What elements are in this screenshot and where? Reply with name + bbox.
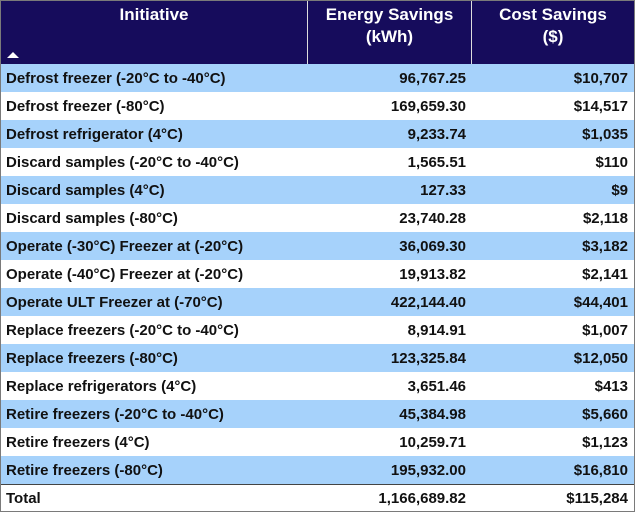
table-row: Retire freezers (4°C) 10,259.71 $1,123 — [1, 428, 634, 456]
initiative-cell: Discard samples (-80°C) — [6, 209, 178, 227]
cost-cell: $1,123 — [582, 433, 628, 451]
energy-cell: 45,384.98 — [399, 405, 466, 423]
table-row: Operate ULT Freezer at (-70°C) 422,144.40… — [1, 288, 634, 316]
energy-cell: 127.33 — [420, 181, 466, 199]
cost-cell: $3,182 — [582, 237, 628, 255]
initiative-cell: Discard samples (4°C) — [6, 181, 165, 199]
energy-cell: 169,659.30 — [390, 97, 466, 115]
energy-cell: 19,913.82 — [399, 265, 466, 283]
sort-indicator — [7, 52, 19, 58]
column-header[interactable]: Initiative — [1, 1, 308, 64]
column-header[interactable]: Cost Savings ($) — [499, 5, 607, 46]
initiative-cell: Operate ULT Freezer at (-70°C) — [6, 293, 223, 311]
table-row: Discard samples (-20°C to -40°C) 1,565.51… — [1, 148, 634, 176]
cost-cell: $1,035 — [582, 125, 628, 143]
energy-cell: 123,325.84 — [390, 349, 466, 367]
header-row: Initiative Energy Savings (kWh) Cost Sav… — [1, 1, 634, 64]
total-energy: 1,166,689.82 — [378, 490, 466, 507]
initiative-cell: Replace freezers (-20°C to -40°C) — [6, 321, 239, 339]
initiative-cell: Operate (-40°C) Freezer at (-20°C) — [6, 265, 244, 283]
cost-cell: $2,141 — [582, 265, 628, 283]
cost-cell: $5,660 — [582, 405, 628, 423]
cost-cell: $14,517 — [573, 97, 628, 115]
initiative-cell: Replace refrigerators (4°C) — [6, 377, 197, 395]
total-cost: $115,284 — [566, 490, 628, 507]
cost-cell: $44,401 — [573, 293, 628, 311]
initiative-cell: Operate (-30°C) Freezer at (-20°C) — [6, 237, 244, 255]
energy-cell: 3,651.46 — [407, 377, 466, 395]
energy-cell: 23,740.28 — [399, 209, 466, 227]
table-row: Retire freezers (-20°C to -40°C) 45,384.9… — [1, 400, 634, 428]
energy-cell: 9,233.74 — [407, 125, 466, 143]
initiative-cell: Defrost freezer (-20°C to -40°C) — [6, 69, 226, 87]
table-row: Defrost freezer (-80°C) 169,659.30 $14,517 — [1, 92, 634, 120]
initiative-cell: Retire freezers (-80°C) — [6, 461, 163, 479]
energy-cell: 422,144.40 — [390, 293, 466, 311]
total-row: Total 1,166,689.82 $115,284 — [1, 484, 634, 512]
cost-cell: $16,810 — [573, 461, 628, 479]
energy-cell: 195,932.00 — [390, 461, 466, 479]
table-row: Retire freezers (-80°C) 195,932.00 $16,810 — [1, 456, 634, 484]
initiative-cell: Retire freezers (-20°C to -40°C) — [6, 405, 224, 423]
cost-cell: $413 — [594, 377, 628, 395]
cost-cell: $1,007 — [582, 321, 628, 339]
table-body: Defrost freezer (-20°C to -40°C) 96,767.2… — [1, 64, 634, 484]
table-row: Operate (-30°C) Freezer at (-20°C) 36,069… — [1, 232, 634, 260]
column-header[interactable]: Energy Savings (kWh) — [308, 1, 472, 64]
table-row: Discard samples (4°C) 127.33 $9 — [1, 176, 634, 204]
table-row: Discard samples (-80°C) 23,740.28 $2,118 — [1, 204, 634, 232]
table-row: Replace freezers (-80°C) 123,325.84 $12,05… — [1, 344, 634, 372]
energy-cell: 96,767.25 — [399, 69, 466, 87]
energy-cell: 36,069.30 — [399, 237, 466, 255]
table-row: Replace refrigerators (4°C) 3,651.46 $413 — [1, 372, 634, 400]
initiative-cell: Replace freezers (-80°C) — [6, 349, 178, 367]
table-row: Defrost freezer (-20°C to -40°C) 96,767.2… — [1, 64, 634, 92]
initiative-cell: Defrost freezer (-80°C) — [6, 97, 165, 115]
initiative-cell: Defrost refrigerator (4°C) — [6, 125, 183, 143]
table-row: Defrost refrigerator (4°C) 9,233.74 $1,035 — [1, 120, 634, 148]
cost-cell: $110 — [595, 153, 628, 171]
energy-cell: 8,914.91 — [407, 321, 466, 339]
table-row: Operate (-40°C) Freezer at (-20°C) 19,913… — [1, 260, 634, 288]
cost-cell: $9 — [611, 181, 628, 199]
table-row: Replace freezers (-20°C to -40°C) 8,914.9… — [1, 316, 634, 344]
cost-cell: $2,118 — [582, 209, 628, 227]
energy-cell: 1,565.51 — [407, 153, 466, 171]
initiative-cell: Retire freezers (4°C) — [6, 433, 150, 451]
energy-cell: 10,259.71 — [399, 433, 466, 451]
total-label: Total — [6, 490, 41, 507]
initiative-cell: Discard samples (-20°C to -40°C) — [6, 153, 239, 171]
cost-cell: $10,707 — [573, 69, 628, 87]
cost-cell: $12,050 — [573, 349, 628, 367]
